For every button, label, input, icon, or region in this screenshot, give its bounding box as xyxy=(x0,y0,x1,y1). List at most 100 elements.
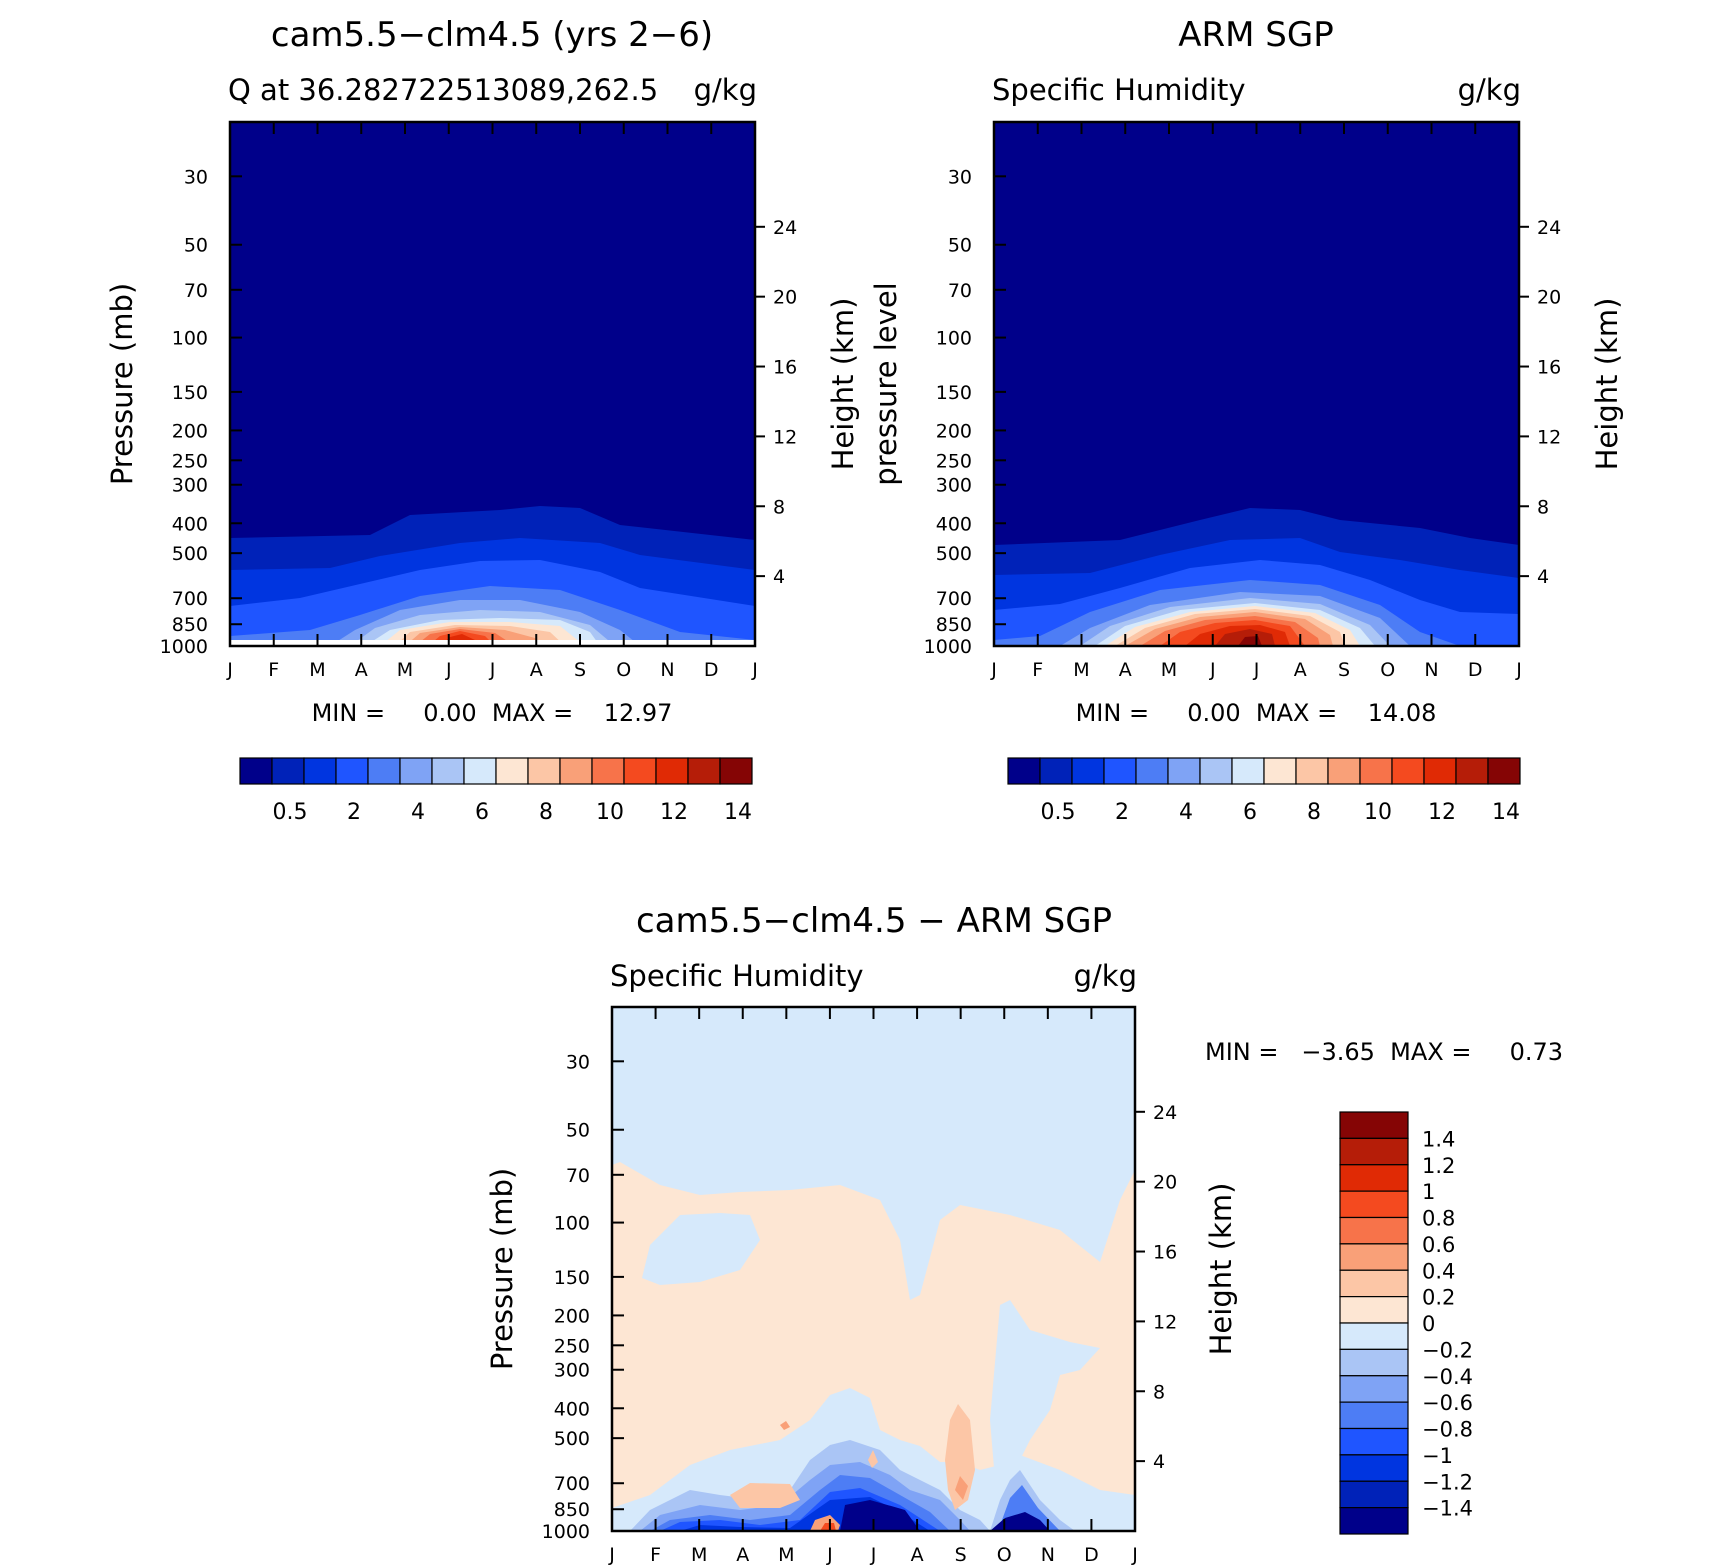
y2-tick-label: 20 xyxy=(1153,1172,1177,1194)
colorbar-swatch xyxy=(1167,757,1201,785)
x-tick-label: J xyxy=(990,659,997,681)
x-tick-label: D xyxy=(1084,1544,1099,1566)
colorbar-swatch xyxy=(1339,1190,1409,1219)
y2-tick-label: 12 xyxy=(1537,426,1561,448)
x-tick-label: M xyxy=(1161,659,1177,681)
contour-fill xyxy=(642,1213,760,1285)
y-tick-label: 400 xyxy=(172,513,208,535)
colorbar-label: 1 xyxy=(1422,1180,1435,1204)
y2-tick-label: 20 xyxy=(773,287,797,309)
x-tick-label: J xyxy=(1131,1544,1138,1566)
colorbar-swatch xyxy=(1487,757,1521,785)
colorbar-swatch xyxy=(1339,1348,1409,1377)
x-tick-label: A xyxy=(736,1544,749,1566)
colorbar-swatch xyxy=(1359,757,1393,785)
colorbar-swatch xyxy=(1339,1216,1409,1245)
y-tick-label: 70 xyxy=(948,280,972,302)
colorbar-swatch xyxy=(623,757,657,785)
y-tick-label: 1000 xyxy=(542,1521,590,1543)
x-tick-label: J xyxy=(751,659,758,681)
x-tick-label: M xyxy=(309,659,325,681)
y-tick-label: 100 xyxy=(936,328,972,350)
colorbar-swatch xyxy=(399,757,433,785)
contour-fill xyxy=(868,1450,878,1468)
colorbar-label: 8 xyxy=(539,800,553,825)
axes-obs: J F M A M J J A S O N D J 30 50 70 100 150 200 250 300 400 500… xyxy=(924,122,1561,681)
colorbar-swatch xyxy=(1071,757,1105,785)
colorbar-label: 0.2 xyxy=(1422,1286,1455,1310)
colorbar-label: 1.2 xyxy=(1422,1154,1455,1178)
colorbar-model: 0.5 2 4 6 8 10 12 14 xyxy=(239,757,753,825)
panel-obs-stats: MIN = 0.00 MAX = 14.08 xyxy=(1076,699,1437,727)
colorbar-label: −0.2 xyxy=(1422,1338,1473,1362)
colorbar-label: 0.6 xyxy=(1422,1233,1455,1257)
x-tick-label: N xyxy=(1041,1544,1055,1566)
y2-tick-label: 8 xyxy=(773,496,785,518)
contour-fill xyxy=(780,1421,790,1430)
colorbar-label: 10 xyxy=(1364,800,1392,825)
contour-fill xyxy=(945,1404,975,1510)
colorbar-label: 0.8 xyxy=(1422,1207,1455,1231)
colorbar-label: −1.4 xyxy=(1422,1497,1473,1521)
panel-obs: ARM SGP Specific Humidity g/kg J F M A M J J A S… xyxy=(869,15,1624,825)
y-tick-label: 500 xyxy=(554,1428,590,1450)
colorbar-label: −0.6 xyxy=(1422,1391,1473,1415)
colorbar-label: 0 xyxy=(1422,1312,1435,1336)
y-tick-label: 850 xyxy=(936,614,972,636)
colorbar-swatch xyxy=(559,757,593,785)
y-tick-label: 500 xyxy=(172,543,208,565)
y-tick-label: 30 xyxy=(184,166,208,188)
colorbar-swatch xyxy=(1423,757,1457,785)
colorbar-swatch xyxy=(1339,1401,1409,1430)
y-tick-label: 250 xyxy=(936,450,972,472)
y-tick-label: 500 xyxy=(936,543,972,565)
y-tick-label: 400 xyxy=(554,1398,590,1420)
y-tick-label: 200 xyxy=(936,420,972,442)
colorbar-swatch xyxy=(1007,757,1041,785)
y-tick-label: 300 xyxy=(172,475,208,497)
y-tick-label: 700 xyxy=(554,1473,590,1495)
x-tick-label: J xyxy=(608,1544,615,1566)
colorbar-swatch xyxy=(1391,757,1425,785)
colorbar-label: 2 xyxy=(1115,800,1129,825)
panel-diff-subtitle: Specific Humidity xyxy=(610,959,864,993)
y-tick-label: 30 xyxy=(948,166,972,188)
y-tick-label: 150 xyxy=(936,382,972,404)
y-tick-label: 850 xyxy=(554,1499,590,1521)
x-tick-label: D xyxy=(1468,659,1483,681)
x-tick-label: J xyxy=(226,659,233,681)
colorbar-swatch xyxy=(1039,757,1073,785)
x-tick-label: O xyxy=(1380,659,1395,681)
axes-diff: J F M A M J J A S O N D J 30 50 70 100 150 200 250 300 400 500… xyxy=(542,1007,1177,1566)
x-tick-label: M xyxy=(691,1544,707,1566)
colorbar-swatch xyxy=(527,757,561,785)
x-tick-label: O xyxy=(997,1544,1012,1566)
colorbar-label: 0.4 xyxy=(1422,1259,1455,1283)
panel-obs-units: g/kg xyxy=(1458,73,1521,107)
y-tick-label: 100 xyxy=(172,328,208,350)
y-tick-label: 100 xyxy=(554,1213,590,1235)
plot-obs xyxy=(994,122,1519,646)
x-tick-label: F xyxy=(268,659,279,681)
panel-diff: cam5.5−clm4.5 − ARM SGP Specific Humidit… xyxy=(485,901,1563,1566)
y2-tick-label: 20 xyxy=(1537,287,1561,309)
x-tick-label: J xyxy=(826,1544,833,1566)
colorbar-swatch xyxy=(239,757,273,785)
y-tick-label: 850 xyxy=(172,614,208,636)
y-tick-label: 1000 xyxy=(160,636,208,658)
x-tick-label: A xyxy=(355,659,368,681)
colorbar-label: 10 xyxy=(596,800,624,825)
colorbar-swatch xyxy=(1339,1164,1409,1192)
colorbar-label: 4 xyxy=(411,800,425,825)
y-tick-label: 70 xyxy=(184,280,208,302)
x-tick-label: J xyxy=(870,1544,877,1566)
colorbar-label: 1.4 xyxy=(1422,1127,1455,1151)
x-tick-label: A xyxy=(530,659,543,681)
colorbar-label: 6 xyxy=(475,800,489,825)
contour-fill xyxy=(955,1476,968,1500)
plot-model xyxy=(230,122,755,646)
colorbar-diff: 1.41.210.80.60.40.20−0.2−0.4−0.6−0.8−1−1… xyxy=(1339,1111,1473,1535)
y2-tick-label: 24 xyxy=(1153,1102,1177,1124)
y2-tick-label: 12 xyxy=(773,426,797,448)
x-tick-label: A xyxy=(1119,659,1132,681)
